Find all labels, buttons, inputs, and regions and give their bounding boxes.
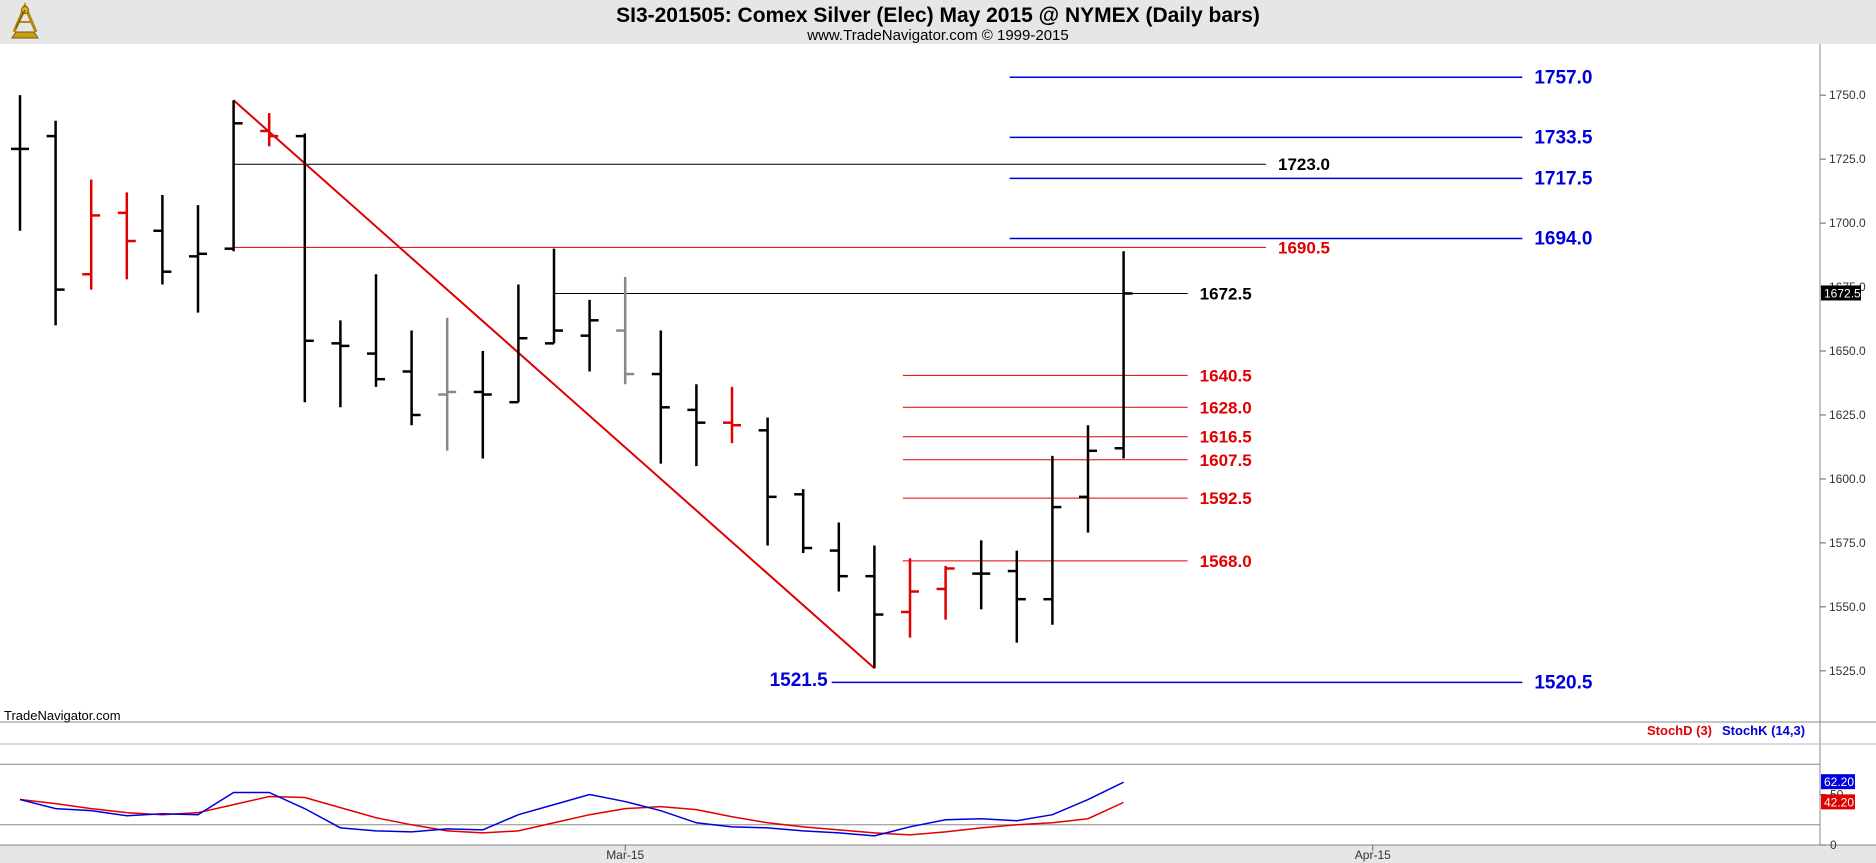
level-label: 1723.0 <box>1278 155 1330 174</box>
price-tick-label: 1700.0 <box>1829 216 1866 230</box>
date-tick-label: Mar-15 <box>606 848 644 862</box>
level-label: 1607.5 <box>1200 451 1252 470</box>
ohlc-bar <box>651 330 670 464</box>
legend-stoch-d: StochD (3) <box>1647 723 1712 738</box>
level-label: 1616.5 <box>1200 428 1252 447</box>
ohlc-bar <box>580 299 599 372</box>
stoch-value-badge <box>1821 794 1855 810</box>
legend-stoch-k: StochK (14,3) <box>1722 723 1805 738</box>
price-tick-label: 1575.0 <box>1829 536 1866 550</box>
ohlc-bar <box>367 274 385 387</box>
level-label: 1520.5 <box>1534 672 1593 693</box>
ohlc-bar <box>1079 425 1097 533</box>
price-tick-label: 1550.0 <box>1829 600 1866 614</box>
ohlc-bar <box>295 133 314 403</box>
ohlc-bar <box>82 179 101 290</box>
date-axis: Mar-15 Apr-15 <box>606 845 1391 862</box>
ohlc-bar <box>331 320 350 408</box>
price-tick-label: 1525.0 <box>1829 664 1866 678</box>
stoch-value-label: 42.20 <box>1824 795 1854 809</box>
ohlc-bar <box>723 386 741 444</box>
stochastic-legend: StochD (3) StochK (14,3) <box>1647 723 1805 738</box>
ohlc-bar <box>260 113 279 147</box>
ohlc-bar <box>972 540 991 610</box>
right-axis-area <box>1820 44 1876 845</box>
ohlc-bar <box>901 558 919 638</box>
level-label: 1717.5 <box>1534 168 1593 189</box>
ohlc-bar <box>687 384 706 467</box>
price-axis: 1525.01550.01575.01600.01625.01650.01675… <box>1820 88 1866 678</box>
ohlc-bar <box>794 489 813 554</box>
level-label: 1690.5 <box>1278 238 1330 257</box>
ohlc-bar <box>1007 550 1026 643</box>
price-pane <box>11 76 1523 684</box>
level-label: 1733.5 <box>1534 127 1593 148</box>
price-tick-label: 1625.0 <box>1829 408 1866 422</box>
last-price-label: 1672.5 <box>1824 286 1861 300</box>
title-bar <box>0 0 1876 44</box>
sextant-logo-icon <box>11 2 39 39</box>
ohlc-bar <box>117 192 136 280</box>
level-label: 1592.5 <box>1200 489 1252 508</box>
date-axis-area <box>0 845 1876 863</box>
date-tick-label: Apr-15 <box>1355 848 1391 862</box>
level-label: 1640.5 <box>1200 366 1252 385</box>
ohlc-bar <box>189 205 207 313</box>
price-tick-label: 1600.0 <box>1829 472 1866 486</box>
ohlc-bar <box>473 351 492 459</box>
watermark-text: TradeNavigator.com <box>4 708 121 723</box>
ohlc-bar <box>402 330 421 426</box>
level-labels: 1757.0 1733.5 1723.0 1717.5 1694.0 1690.5 1672… <box>770 67 1593 693</box>
stoch-value-badge <box>1821 774 1855 790</box>
stoch-tick-label: 0 <box>1830 838 1837 852</box>
last-price-badge <box>1821 285 1861 301</box>
chart-title: SI3-201505: Comex Silver (Elec) May 2015… <box>616 4 1260 27</box>
stoch-value-label: 62.20 <box>1824 775 1854 789</box>
ohlc-bar <box>438 317 457 451</box>
level-label: 1694.0 <box>1534 228 1592 249</box>
chart-subtitle: www.TradeNavigator.com © 1999-2015 <box>806 27 1068 44</box>
level-label: 1672.5 <box>1200 284 1252 303</box>
stoch-k-line <box>19 781 1124 837</box>
ohlc-bar <box>758 417 777 546</box>
level-label: 1757.0 <box>1534 67 1592 88</box>
level-label: 1628.0 <box>1200 398 1252 417</box>
ohlc-bar <box>545 248 563 345</box>
stochastic-pane <box>0 763 1820 837</box>
ohlc-bar <box>509 284 528 404</box>
ohlc-bar <box>829 522 848 592</box>
ohlc-bar <box>1114 251 1133 459</box>
ohlc-bar <box>936 565 955 620</box>
price-tick-label: 1650.0 <box>1829 344 1866 358</box>
price-tick-label: 1725.0 <box>1829 152 1866 166</box>
stoch-d-line <box>19 795 1124 836</box>
trendline <box>232 99 876 670</box>
ohlc-bar <box>865 545 884 669</box>
ohlc-bar <box>224 100 243 252</box>
indicator-header <box>0 722 1876 744</box>
ohlc-bar <box>46 120 65 326</box>
ohlc-bar <box>11 95 29 231</box>
ohlc-bar <box>153 194 172 285</box>
price-tick-label: 1750.0 <box>1829 88 1866 102</box>
ohlc-bar <box>616 276 635 385</box>
ohlc-bar <box>1043 455 1062 625</box>
level-label: 1521.5 <box>770 670 829 691</box>
level-label: 1568.0 <box>1200 552 1252 571</box>
